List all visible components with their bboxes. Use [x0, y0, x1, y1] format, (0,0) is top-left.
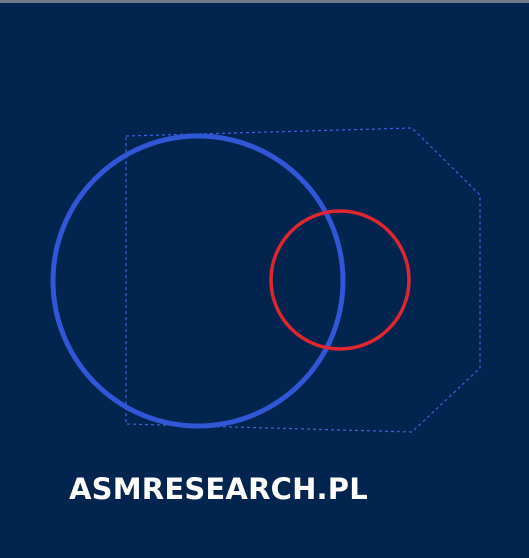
top-image-strip — [0, 0, 529, 3]
dashed-outline — [125, 127, 481, 433]
red-circle — [269, 209, 411, 351]
brand-text: ASMRESEARCH.PL — [69, 472, 368, 506]
blue-circle — [50, 133, 346, 429]
